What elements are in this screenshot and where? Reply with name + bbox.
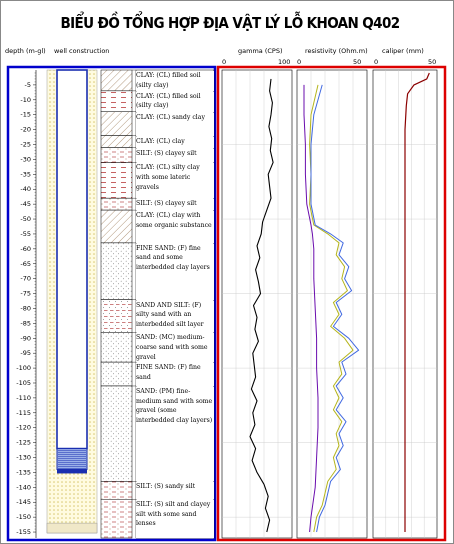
lithology-layer — [100, 299, 133, 333]
lithology-description: SILT: (S) clayey silt — [136, 199, 214, 211]
depth-tick-label: -90 — [20, 334, 31, 342]
depth-tick-label: -35 — [20, 170, 31, 178]
lithology-description: SILT: (S) silt and clayey silt with some… — [136, 500, 214, 538]
depth-tick-label: -5 — [25, 81, 31, 89]
caliper-min-label: 0 — [374, 58, 379, 66]
depth-tick-label: -135 — [16, 468, 31, 476]
lithology-description: CLAY: (CL) clay — [136, 136, 214, 148]
lithology-layer — [100, 361, 133, 387]
depth-tick-label: -40 — [20, 185, 31, 193]
lithology-description: CLAY: (CL) sandy clay — [136, 112, 214, 136]
lithology-description: CLAY: (CL) silty clay with some lateric … — [136, 163, 214, 199]
depth-tick-label: -65 — [20, 260, 31, 268]
bottom-seal — [46, 522, 98, 534]
caliper-header: caliper (mm) — [382, 47, 424, 55]
depth-tick-label: -80 — [20, 304, 31, 312]
depth-tick-label: -10 — [20, 96, 31, 104]
resistivity-min-label: 0 — [297, 58, 302, 66]
depth-tick-label: -85 — [20, 319, 31, 327]
depth-tick-label: -60 — [20, 245, 31, 253]
lithology-layer — [100, 209, 133, 244]
depth-tick-label: -55 — [20, 230, 31, 238]
resistivity-curve — [303, 84, 319, 533]
lithology-layer — [100, 111, 133, 136]
depth-tick-label: -125 — [16, 439, 31, 447]
caliper-max-label: 50 — [428, 58, 437, 66]
lithology-description: SAND: (MC) medium-coarse sand with some … — [136, 333, 214, 363]
resistivity-max-label: 50 — [353, 58, 362, 66]
lithology-layer — [100, 197, 133, 211]
lithology-layer — [100, 162, 133, 199]
depth-header: depth (m-gl) — [5, 47, 46, 55]
depth-tick-label: -45 — [20, 200, 31, 208]
depth-tick-label: -155 — [16, 528, 31, 536]
depth-tick-label: -25 — [20, 141, 31, 149]
gamma-min-label: 0 — [222, 58, 227, 66]
lithology-description: CLAY: (CL) filled soil (silty clay) — [136, 71, 214, 91]
depth-tick-label: -150 — [16, 513, 31, 521]
depth-tick-label: -140 — [16, 483, 31, 491]
lithology-layer — [100, 481, 133, 500]
lithology-description: SAND AND SILT: (F) silty sand with an in… — [136, 300, 214, 333]
lithology-layer — [100, 135, 133, 148]
gamma-track-frame — [221, 69, 293, 539]
depth-tick-label: -50 — [20, 215, 31, 223]
lithology-description: SAND: (PM) fine-medium sand with some gr… — [136, 386, 214, 482]
depth-tick-label: -130 — [16, 454, 31, 462]
resistivity-track-frame — [296, 69, 368, 539]
log-section-box — [216, 65, 447, 542]
resistivity-curve — [310, 84, 360, 533]
depth-tick-label: -75 — [20, 290, 31, 298]
depth-tick-label: -115 — [16, 409, 31, 417]
lithology-layer — [100, 242, 133, 300]
well-construction-header: well construction — [54, 47, 110, 55]
depth-tick-label: -105 — [16, 379, 31, 387]
gamma-header: gamma (CPS) — [238, 47, 283, 55]
depth-tick-label: -95 — [20, 349, 31, 357]
well-bottom-cap — [57, 469, 87, 474]
lithology-description: SILT: (S) sandy silt — [136, 482, 214, 500]
lithology-description: CLAY: (CL) clay with some organic substa… — [136, 211, 214, 243]
resistivity-curve — [309, 84, 354, 533]
depth-tick-label: -15 — [20, 111, 31, 119]
depth-tick-label: -30 — [20, 155, 31, 163]
well-casing — [56, 69, 88, 450]
lithology-layer — [100, 147, 133, 163]
depth-tick-label: -20 — [20, 126, 31, 134]
construction-section-box — [6, 65, 217, 542]
lithology-layer — [100, 498, 133, 539]
depth-tick-label: -70 — [20, 275, 31, 283]
page-title: BIỂU ĐỒ TỔNG HỢP ĐỊA VẬT LÝ LỖ KHOAN Q40… — [60, 14, 400, 32]
lithology-layer — [100, 332, 133, 363]
lithology-description: FINE SAND: (F) fine sand and some interb… — [136, 243, 214, 300]
lithology-description: FINE SAND: (F) fine sand — [136, 363, 214, 386]
lithology-layer — [100, 69, 133, 92]
depth-tick-label: -100 — [16, 364, 31, 372]
lithology-layer — [100, 385, 133, 482]
resistivity-header: resistivity (Ohm.m) — [305, 47, 368, 55]
depth-tick-label: -120 — [16, 424, 31, 432]
gamma-max-label: 100 — [278, 58, 291, 66]
caliper-curve — [404, 72, 430, 532]
depth-tick-label: -145 — [16, 498, 31, 506]
gamma-curve — [249, 78, 274, 533]
lithology-layer — [100, 90, 133, 112]
depth-tick-label: -110 — [16, 394, 31, 402]
lithology-description: SILT: (S) clayey silt — [136, 148, 214, 163]
lithology-description: CLAY: (CL) filled soil (silty clay) — [136, 91, 214, 112]
well-screen — [56, 448, 88, 470]
